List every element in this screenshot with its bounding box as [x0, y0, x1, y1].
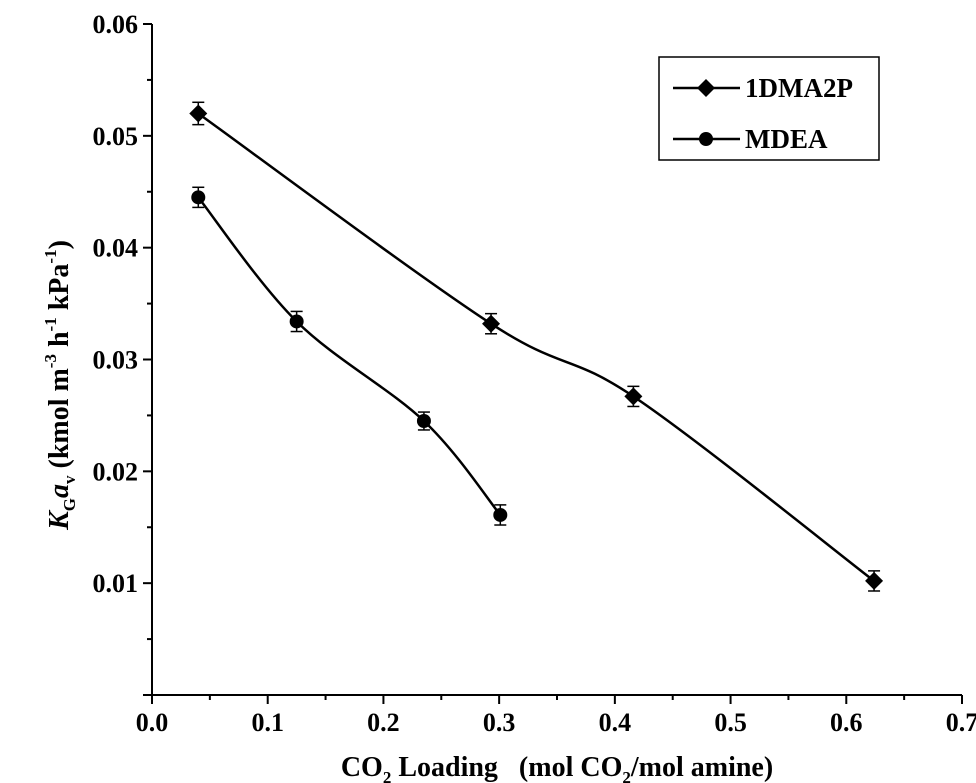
legend-label-mdea: MDEA — [745, 124, 828, 154]
series-mdea — [191, 186, 508, 526]
x-tick-label: 0.1 — [251, 708, 284, 737]
x-tick-label: 0.7 — [946, 708, 976, 737]
data-point-mdea — [289, 314, 304, 329]
data-point-mdea — [191, 190, 206, 205]
x-tick-label: 0.0 — [136, 708, 169, 737]
data-point-1dma2p — [189, 104, 208, 123]
series-1dma2p — [189, 101, 884, 592]
y-tick-label: 0.05 — [93, 122, 139, 151]
x-tick-label: 0.4 — [599, 708, 632, 737]
series-line-1dma2p — [197, 112, 875, 582]
x-tick-label: 0.5 — [714, 708, 747, 737]
legend-circle-icon — [699, 132, 713, 146]
y-tick-label: 0.06 — [93, 10, 139, 39]
data-point-1dma2p — [482, 314, 501, 333]
x-tick-label: 0.2 — [367, 708, 400, 737]
series-line-mdea — [197, 196, 502, 516]
data-point-1dma2p — [624, 387, 643, 406]
legend-label-1dma2p: 1DMA2P — [745, 73, 853, 103]
x-axis-ticks: 0.0 0.1 0.2 0.3 0.4 0.5 0.6 0.7 — [136, 695, 976, 737]
legend-entry-1dma2p: 1DMA2P — [673, 73, 853, 103]
x-tick-label: 0.6 — [830, 708, 863, 737]
legend: 1DMA2P MDEA — [658, 56, 880, 161]
legend-box — [658, 56, 880, 161]
legend-entry-mdea: MDEA — [673, 124, 828, 154]
y-tick-label: 0.02 — [93, 457, 139, 486]
data-point-mdea — [416, 414, 431, 429]
y-tick-label: 0.04 — [93, 234, 139, 263]
series-layer — [189, 101, 884, 592]
legend-diamond-icon — [697, 79, 715, 97]
y-axis-ticks: 0.01 0.02 0.03 0.04 0.05 0.06 — [93, 10, 152, 696]
y-tick-label: 0.01 — [93, 569, 139, 598]
y-axis-title: KGav (kmol m-3 h-1 kPa-1) — [41, 240, 79, 531]
x-tick-label: 0.3 — [483, 708, 516, 737]
data-point-mdea — [493, 507, 508, 522]
data-point-1dma2p — [865, 571, 884, 590]
y-tick-label: 0.03 — [93, 346, 139, 375]
x-axis-title: CO2 Loading (mol CO2/mol amine) — [341, 752, 773, 783]
